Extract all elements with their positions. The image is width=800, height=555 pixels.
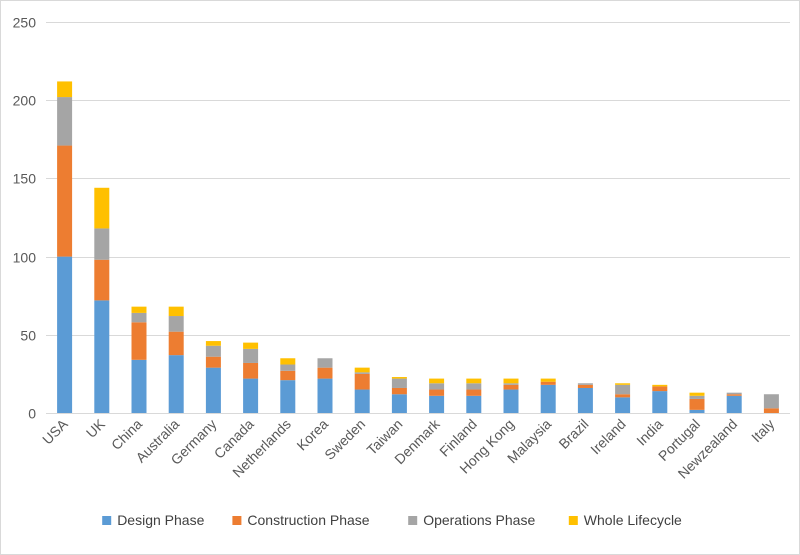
bar-segment-operations-phase [168,316,184,332]
x-category-label: Italy [748,416,777,445]
bar-segment-construction-phase [466,389,482,396]
bar-segment-whole-lifecycle [429,378,445,384]
bar-segment-operations-phase [615,384,631,395]
bar-segment-construction-phase [429,389,445,396]
bar-segment-design-phase [466,395,482,413]
bar-segment-design-phase [354,389,370,413]
legend-label: Operations Phase [423,512,535,528]
bar-segment-design-phase [280,380,296,413]
bar-segment-design-phase [94,300,110,413]
bar-segment-design-phase [317,378,333,413]
bar-segment-design-phase [503,389,519,413]
x-category-label: Sweden [321,416,368,463]
bar-segment-operations-phase [577,383,593,385]
bar-segment-whole-lifecycle [205,341,221,346]
bar-segment-whole-lifecycle [280,358,296,365]
bar-segment-operations-phase [131,312,147,323]
bar-segment-whole-lifecycle [540,378,556,382]
legend-swatch [408,516,418,525]
bar-segment-whole-lifecycle [689,392,705,396]
x-category-label: UK [83,415,109,441]
y-tick-label: 150 [13,171,37,187]
bar-segment-design-phase [689,409,705,413]
bar-segment-operations-phase [391,378,407,388]
bar-segment-construction-phase [540,381,556,385]
bar-segment-operations-phase [94,228,110,260]
bar-segment-construction-phase [652,386,668,392]
bar-segment-construction-phase [317,367,333,379]
bar-segment-whole-lifecycle [94,187,110,229]
bar-segment-operations-phase [57,97,73,146]
bar-segment-design-phase [168,355,184,413]
y-tick-label: 200 [13,93,37,109]
bar-segment-design-phase [577,387,593,413]
bar-segment-whole-lifecycle [168,306,184,317]
y-tick-label: 50 [20,328,36,344]
bar-segment-design-phase [57,256,73,413]
bar-segment-whole-lifecycle [243,342,259,349]
bar-segment-operations-phase [726,392,742,395]
legend-label: Construction Phase [247,512,369,528]
bar-segment-whole-lifecycle [652,384,668,387]
bar-segment-construction-phase [354,373,370,390]
bar-segment-design-phase [131,359,147,413]
bar-segment-construction-phase [689,398,705,410]
bar-segment-whole-lifecycle [354,367,370,373]
bar-segment-operations-phase [354,372,370,374]
bar-segment-operations-phase [503,383,519,385]
bar-segment-operations-phase [280,364,296,371]
legend-swatch [232,516,242,525]
bar-segment-construction-phase [57,145,73,257]
bar-segment-whole-lifecycle [57,81,73,98]
bar-segment-whole-lifecycle [131,306,147,313]
bar-segment-design-phase [540,384,556,413]
bar-segment-operations-phase [317,358,333,368]
bar-segment-operations-phase [243,348,259,363]
bar-segment-construction-phase [94,259,110,301]
x-category-label: USA [39,415,71,447]
bar-segment-construction-phase [615,394,631,398]
bar-segment-design-phase [652,391,668,413]
legend-swatch [568,516,578,525]
y-tick-label: 0 [28,406,36,422]
x-category-label: Brazil [555,416,591,452]
bar-segment-design-phase [615,397,631,413]
x-category-label: Ireland [587,416,629,458]
bar-segment-construction-phase [763,408,779,413]
bar-segment-operations-phase [466,383,482,390]
bar-segment-whole-lifecycle [466,378,482,384]
bar-segment-operations-phase [763,394,779,409]
bar-segment-whole-lifecycle [503,378,519,384]
y-tick-label: 100 [13,250,37,266]
bar-segment-design-phase [726,395,742,413]
bar-segment-design-phase [205,367,221,413]
bar-segment-design-phase [391,394,407,413]
bar-segment-construction-phase [168,331,184,356]
x-category-label: India [633,416,666,449]
bar-segment-design-phase [429,395,445,413]
legend-swatch [102,516,112,525]
bar-segment-construction-phase [577,384,593,388]
bar-segment-operations-phase [689,395,705,399]
bar-segment-design-phase [243,378,259,413]
bar-segment-construction-phase [726,394,742,396]
legend-label: Whole Lifecycle [584,512,682,528]
bar-segment-whole-lifecycle [615,383,631,385]
bar-segment-operations-phase [429,383,445,390]
bar-segment-construction-phase [280,370,296,381]
bar-segment-construction-phase [131,322,147,360]
bar-segment-whole-lifecycle [391,377,407,379]
bar-segment-construction-phase [243,362,259,379]
bar-segment-operations-phase [205,345,221,357]
legend-label: Design Phase [117,512,204,528]
y-tick-label: 250 [13,15,37,31]
bar-segment-construction-phase [503,384,519,390]
bar-segment-construction-phase [391,387,407,395]
bar-segment-construction-phase [205,356,221,368]
